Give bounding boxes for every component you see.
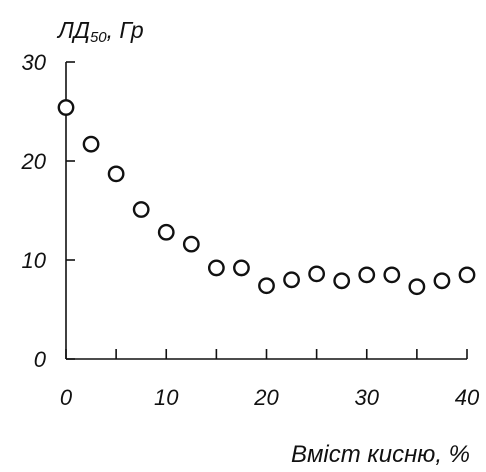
y-axis-label-prefix: ЛД — [56, 17, 90, 43]
data-point-6 — [209, 261, 223, 275]
data-point-11 — [334, 274, 348, 288]
data-point-4 — [159, 225, 173, 239]
y-tick-label-0: 0 — [34, 347, 47, 372]
data-point-2 — [109, 167, 123, 181]
data-point-9 — [284, 273, 298, 287]
y-axis-label-suffix: , Гр — [107, 17, 144, 43]
data-point-12 — [360, 268, 374, 282]
data-point-16 — [460, 268, 474, 282]
y-axis-label: ЛД50, Гр — [56, 17, 144, 46]
data-point-15 — [435, 274, 449, 288]
data-point-3 — [134, 202, 148, 216]
x-tick-label-40: 40 — [455, 385, 480, 410]
data-point-1 — [84, 137, 98, 151]
data-point-5 — [184, 237, 198, 251]
x-tick-label-30: 30 — [355, 385, 380, 410]
data-point-14 — [410, 280, 424, 294]
data-points — [59, 100, 474, 294]
y-axis-label-subscript: 50 — [90, 29, 107, 46]
data-point-7 — [234, 261, 248, 275]
tick-labels: 0 10 20 30 0 10 20 30 40 — [21, 50, 480, 410]
x-tick-label-20: 20 — [253, 385, 279, 410]
y-tick-label-30: 30 — [22, 50, 47, 75]
x-tick-label-0: 0 — [60, 385, 73, 410]
y-tick-label-10: 10 — [22, 248, 47, 273]
data-point-8 — [259, 279, 273, 293]
x-axis-label: Вміст кисню, % — [291, 441, 470, 468]
x-tick-label-10: 10 — [154, 385, 179, 410]
data-point-13 — [385, 268, 399, 282]
y-tick-label-20: 20 — [21, 149, 47, 174]
data-point-0 — [59, 100, 73, 114]
axes — [66, 62, 467, 359]
data-point-10 — [309, 267, 323, 281]
ticks — [66, 62, 467, 359]
